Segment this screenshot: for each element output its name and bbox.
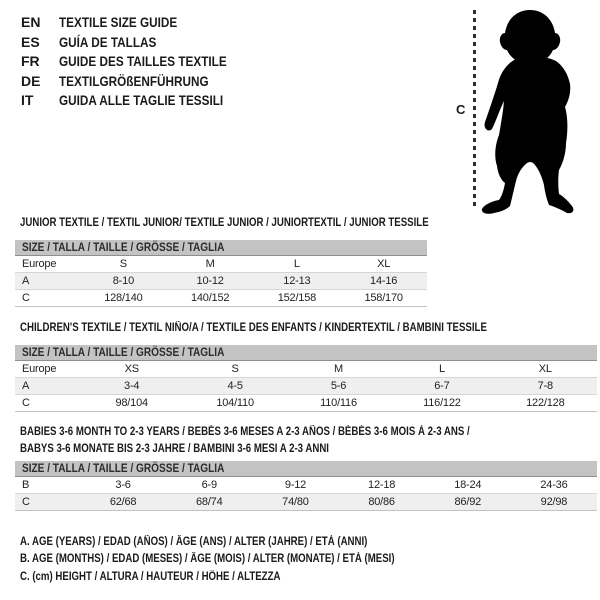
note-text: A. AGE (YEARS) / EDAD (AÑOS) / ÂGE (ANS)… bbox=[20, 536, 368, 548]
table-row-height: C 62/68 68/74 74/80 80/86 86/92 92/98 bbox=[15, 493, 597, 510]
table-row-europe: Europe S M L XL bbox=[15, 256, 427, 272]
table-cell: XL bbox=[538, 363, 552, 375]
language-title: TEXTILGRÖßENFÜHRUNG bbox=[59, 72, 209, 89]
language-row: IT GUIDA ALLE TAGLIE TESSILI bbox=[21, 91, 259, 111]
table-cell: 6-7 bbox=[434, 380, 450, 392]
language-row: ES GUÍA DE TALLAS bbox=[21, 33, 259, 53]
table-cell: 98/104 bbox=[115, 397, 148, 409]
row-label: B bbox=[22, 479, 30, 491]
language-row: FR GUIDE DES TAILLES TEXTILE bbox=[21, 52, 259, 72]
table-row-height: C 98/104 104/110 110/116 116/122 122/128 bbox=[15, 394, 597, 411]
table-cell: S bbox=[119, 258, 127, 270]
table-cell: 92/98 bbox=[540, 496, 568, 508]
table-row-age: A 3-4 4-5 5-6 6-7 7-8 bbox=[15, 377, 597, 394]
language-row: DE TEXTILGRÖßENFÜHRUNG bbox=[21, 72, 259, 92]
babies-table-title-text: BABIES 3-6 MONTH TO 2-3 YEARS / BEBÉS 3-… bbox=[20, 426, 470, 455]
language-row: EN TEXTILE SIZE GUIDE bbox=[21, 13, 259, 33]
size-header-text: SIZE / TALLA / TAILLE / GRÖSSE / TAGLIA bbox=[22, 345, 225, 359]
table-cell: S bbox=[231, 363, 239, 375]
table-cell: 62/68 bbox=[109, 496, 137, 508]
children-table-title-text: CHILDREN'S TEXTILE / TEXTIL NIÑO/A / TEX… bbox=[20, 322, 487, 334]
table-cell: 9-12 bbox=[284, 479, 307, 491]
table-cell: 122/128 bbox=[526, 397, 565, 409]
babies-size-table: SIZE / TALLA / TAILLE / GRÖSSE / TAGLIA … bbox=[15, 461, 597, 511]
size-header-text: SIZE / TALLA / TAILLE / GRÖSSE / TAGLIA bbox=[22, 461, 225, 475]
row-label: C bbox=[22, 496, 30, 508]
table-cell: 86/92 bbox=[454, 496, 482, 508]
table-cell: 8-10 bbox=[112, 275, 134, 287]
height-measure-label: C bbox=[456, 102, 466, 117]
table-cell: 140/152 bbox=[190, 292, 230, 304]
table-row-europe: Europe XS S M L XL bbox=[15, 361, 597, 377]
note-text: C. (cm) HEIGHT / ALTURA / HAUTEUR / HÖHE… bbox=[20, 570, 281, 583]
table-cell: 12-13 bbox=[283, 275, 311, 287]
junior-table-title-text: JUNIOR TEXTILE / TEXTIL JUNIOR/ TEXTILE … bbox=[20, 217, 429, 229]
row-label: A bbox=[22, 275, 30, 287]
table-cell: 104/110 bbox=[216, 397, 254, 409]
table-row-age: A 8-10 10-12 12-13 14-16 bbox=[15, 272, 427, 289]
table-cell: 4-5 bbox=[227, 380, 243, 392]
toddler-silhouette-icon bbox=[481, 10, 574, 214]
language-title: GUIDA ALLE TAGLIE TESSILI bbox=[59, 92, 224, 108]
table-cell: 3-6 bbox=[115, 479, 131, 491]
note-height: C. (cm) HEIGHT / ALTURA / HAUTEUR / HÖHE… bbox=[20, 569, 466, 586]
table-cell: 116/122 bbox=[423, 397, 461, 409]
table-cell: 152/158 bbox=[277, 292, 317, 304]
table-cell: 24-36 bbox=[540, 479, 568, 491]
language-code: IT bbox=[21, 92, 34, 108]
table-cell: 5-6 bbox=[330, 380, 347, 392]
table-cell: M bbox=[334, 363, 343, 375]
row-label: Europe bbox=[22, 363, 57, 375]
language-code: ES bbox=[21, 33, 40, 50]
table-cell: 12-18 bbox=[368, 479, 396, 491]
row-label: C bbox=[22, 397, 30, 409]
table-cell: 7-8 bbox=[537, 380, 554, 392]
height-measure-dashed-line bbox=[473, 10, 476, 206]
table-row-age-months: B 3-6 6-9 9-12 12-18 18-24 24-36 bbox=[15, 477, 597, 493]
table-cell: 80/86 bbox=[368, 496, 395, 508]
table-cell: XS bbox=[124, 363, 139, 375]
table-cell: 110/116 bbox=[320, 397, 357, 409]
children-table-title: CHILDREN'S TEXTILE / TEXTIL NIÑO/A / TEX… bbox=[20, 320, 576, 337]
table-cell: L bbox=[293, 258, 300, 270]
note-text: B. AGE (MONTHS) / EDAD (MESES) / ÂGE (MO… bbox=[20, 553, 395, 566]
size-header-text: SIZE / TALLA / TAILLE / GRÖSSE / TAGLIA bbox=[22, 240, 225, 254]
row-label: A bbox=[22, 380, 30, 392]
note-age-years: A. AGE (YEARS) / EDAD (AÑOS) / ÂGE (ANS)… bbox=[20, 534, 466, 551]
table-cell: 158/170 bbox=[364, 292, 403, 304]
table-cell: 14-16 bbox=[370, 275, 398, 287]
language-list: EN TEXTILE SIZE GUIDE ES GUÍA DE TALLAS … bbox=[21, 13, 259, 111]
junior-size-table: SIZE / TALLA / TAILLE / GRÖSSE / TAGLIA … bbox=[15, 240, 427, 307]
table-cell: 10-12 bbox=[196, 275, 224, 287]
junior-table-title: JUNIOR TEXTILE / TEXTIL JUNIOR/ TEXTILE … bbox=[20, 215, 506, 232]
table-row-height: C 128/140 140/152 152/158 158/170 bbox=[15, 289, 427, 306]
children-size-table: SIZE / TALLA / TAILLE / GRÖSSE / TAGLIA … bbox=[15, 345, 597, 412]
row-label: C bbox=[22, 292, 30, 304]
table-cell: 18-24 bbox=[454, 479, 482, 491]
height-figure: C bbox=[446, 0, 596, 220]
legend-notes: A. AGE (YEARS) / EDAD (AÑOS) / ÂGE (ANS)… bbox=[20, 534, 466, 586]
table-cell: M bbox=[205, 258, 215, 270]
note-age-months: B. AGE (MONTHS) / EDAD (MESES) / ÂGE (MO… bbox=[20, 551, 466, 568]
table-cell: 6-9 bbox=[201, 479, 218, 491]
table-cell: L bbox=[438, 363, 445, 375]
row-label: Europe bbox=[22, 258, 57, 270]
language-code: EN bbox=[21, 14, 41, 30]
language-title: GUÍA DE TALLAS bbox=[59, 33, 157, 50]
language-code: FR bbox=[21, 53, 40, 69]
size-header-band: SIZE / TALLA / TAILLE / GRÖSSE / TAGLIA bbox=[15, 461, 597, 477]
table-cell: XL bbox=[377, 258, 391, 270]
language-code: DE bbox=[21, 72, 41, 89]
table-cell: 128/140 bbox=[104, 292, 143, 304]
size-header-band: SIZE / TALLA / TAILLE / GRÖSSE / TAGLIA bbox=[15, 240, 427, 256]
babies-table-title: BABIES 3-6 MONTH TO 2-3 YEARS / BEBÉS 3-… bbox=[20, 424, 555, 457]
table-cell: 74/80 bbox=[282, 496, 309, 508]
size-header-band: SIZE / TALLA / TAILLE / GRÖSSE / TAGLIA bbox=[15, 345, 597, 361]
table-cell: 3-4 bbox=[124, 380, 140, 392]
language-title: GUIDE DES TAILLES TEXTILE bbox=[59, 53, 227, 69]
table-cell: 68/74 bbox=[195, 496, 223, 508]
language-title: TEXTILE SIZE GUIDE bbox=[59, 14, 178, 30]
